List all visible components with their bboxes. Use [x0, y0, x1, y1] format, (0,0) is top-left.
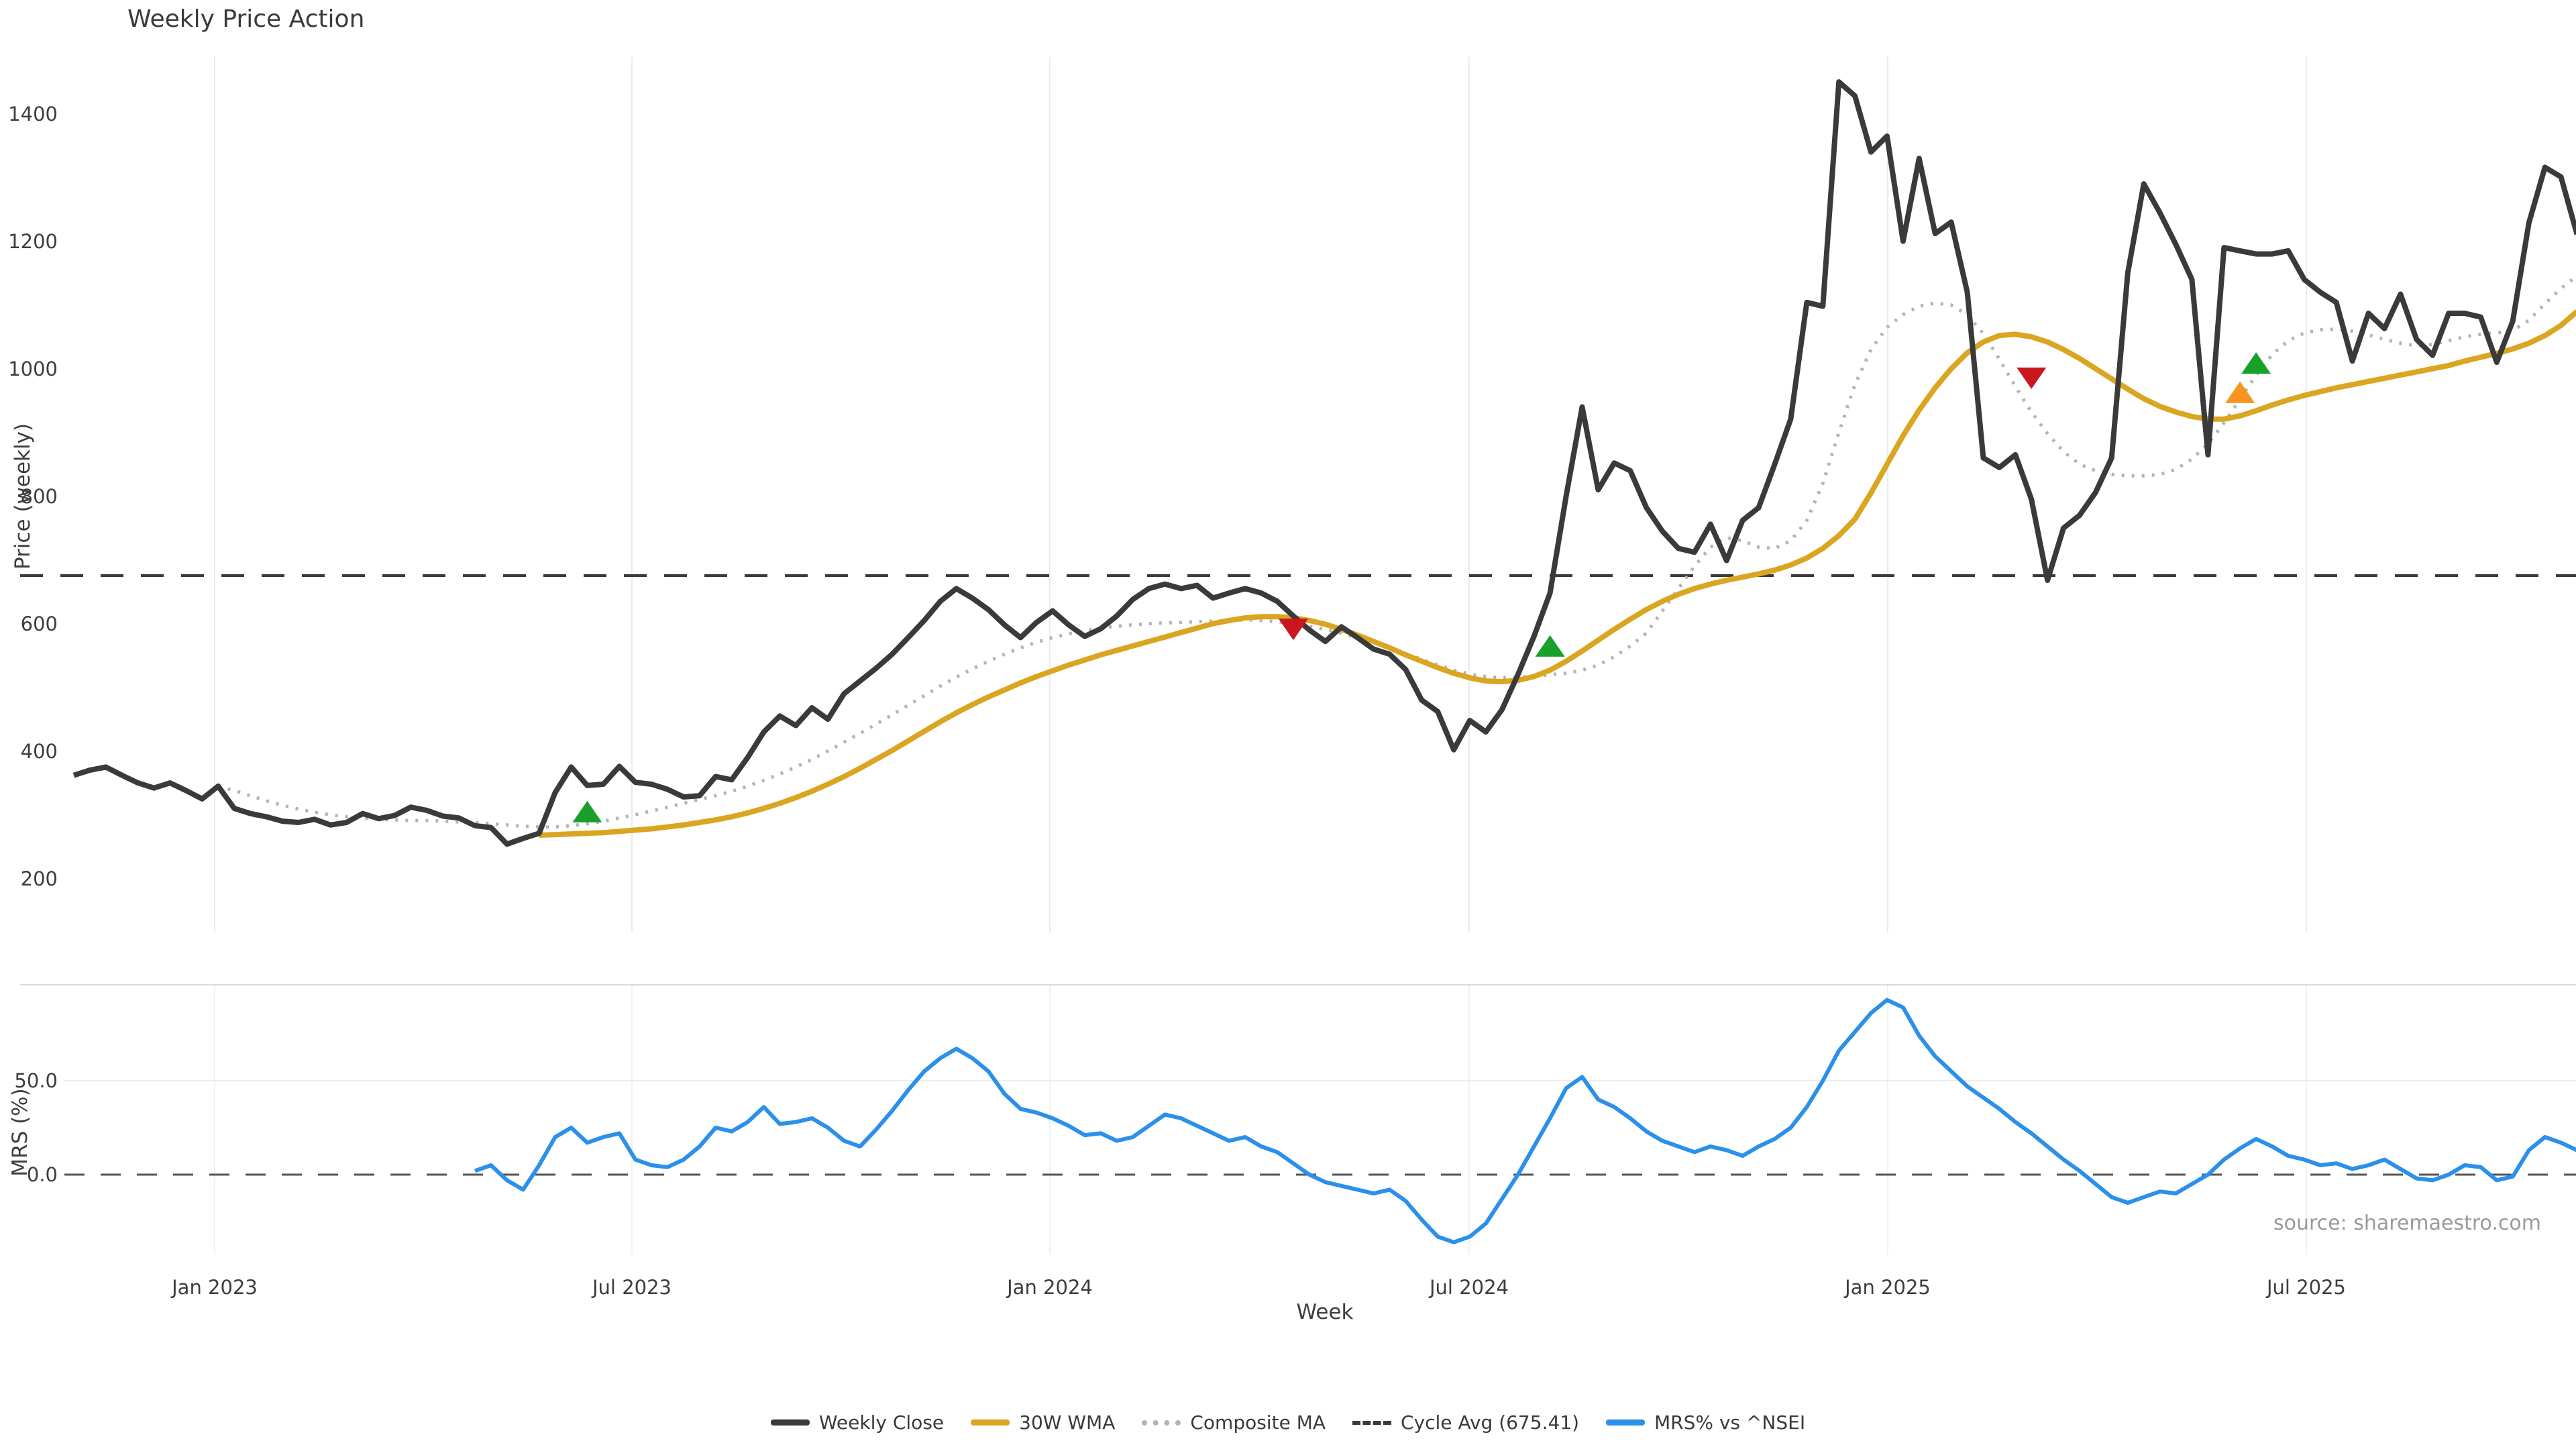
x-axis-label: Week	[1296, 1300, 1354, 1324]
mrs-tick-50.0: 50.0	[14, 1069, 58, 1092]
x-tick-jul-2024: Jul 2024	[1429, 1276, 1509, 1299]
price-tick-400: 400	[20, 739, 58, 763]
legend-swatch	[1352, 1420, 1392, 1425]
mrs-tick-0.0: 0.0	[26, 1163, 58, 1186]
x-tick-jan-2023: Jan 2023	[172, 1276, 258, 1299]
legend-label: Composite MA	[1190, 1411, 1326, 1434]
price-tick-1200: 1200	[8, 229, 58, 253]
wma-line	[539, 309, 2576, 838]
x-tick-jan-2024: Jan 2024	[1007, 1276, 1093, 1299]
legend-item-mrs-vs-nsei: MRS% vs ^NSEI	[1606, 1411, 1805, 1434]
x-tick-jan-2025: Jan 2025	[1845, 1276, 1931, 1299]
legend-item-cycle-avg-675-41-: Cycle Avg (675.41)	[1352, 1411, 1579, 1434]
sell-signal-marker	[1278, 619, 1308, 641]
source-credit: source: sharemaestro.com	[2273, 1212, 2541, 1235]
legend-swatch	[770, 1419, 810, 1426]
x-tick-jul-2023: Jul 2023	[592, 1276, 672, 1299]
legend-swatch	[971, 1419, 1010, 1426]
price-tick-600: 600	[20, 612, 58, 635]
legend-label: 30W WMA	[1019, 1411, 1116, 1434]
price-tick-1400: 1400	[8, 102, 58, 125]
price-tick-1000: 1000	[8, 357, 58, 380]
chart-legend: Weekly Close 30W WMA Composite MA Cycle Avg…	[0, 1411, 2576, 1434]
weekly-close-line	[72, 79, 2576, 847]
buy-signal-marker	[572, 800, 602, 822]
legend-item-30w-wma: 30W WMA	[971, 1411, 1115, 1434]
price-tick-200: 200	[20, 867, 58, 890]
composite-ma-line	[217, 274, 2576, 829]
page-title: Weekly Price Action	[127, 5, 365, 33]
price-tick-800: 800	[20, 484, 58, 508]
legend-label: Weekly Close	[818, 1411, 945, 1434]
buy-signal-marker	[2241, 352, 2271, 374]
mrs-line	[474, 998, 2576, 1244]
legend-item-weekly-close: Weekly Close	[770, 1411, 945, 1434]
legend-swatch	[1142, 1419, 1181, 1426]
legend-label: Cycle Avg (675.41)	[1401, 1411, 1580, 1434]
buy-signal-marker	[2225, 381, 2255, 403]
legend-swatch	[1606, 1419, 1646, 1426]
legend-item-composite-ma: Composite MA	[1142, 1411, 1326, 1434]
sell-signal-marker	[2017, 367, 2047, 389]
legend-label: MRS% vs ^NSEI	[1654, 1411, 1806, 1434]
buy-signal-marker	[1535, 635, 1565, 657]
x-tick-jul-2025: Jul 2025	[2266, 1276, 2347, 1299]
